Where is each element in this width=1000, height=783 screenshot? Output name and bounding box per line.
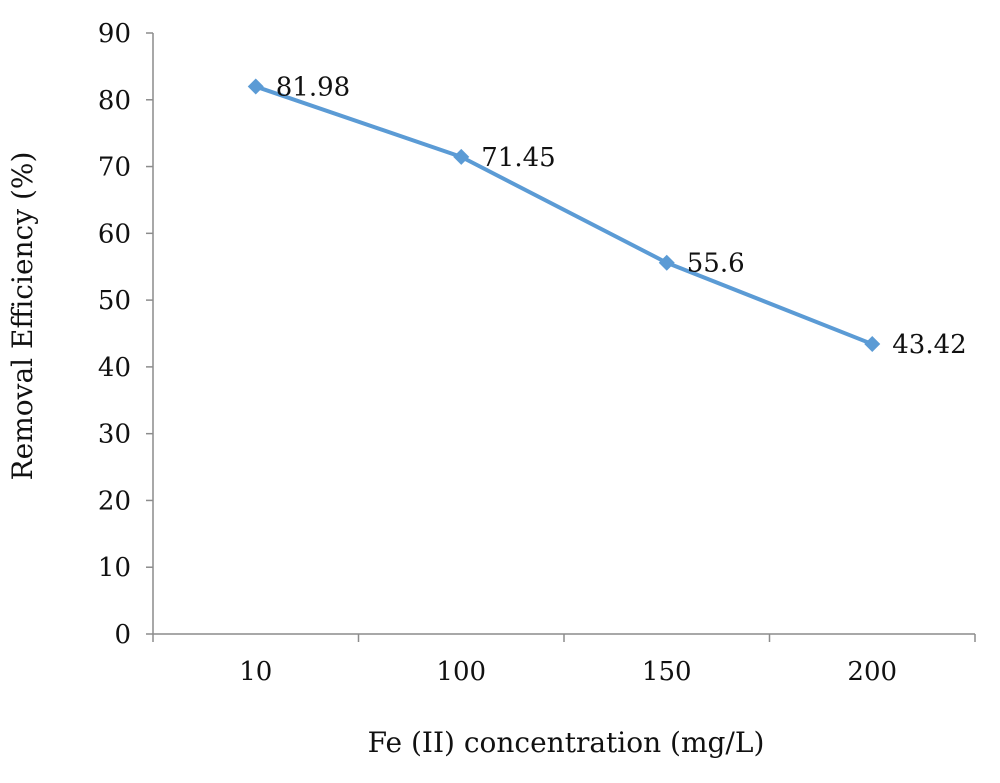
y-tick-label: 20 — [98, 486, 131, 516]
x-axis-title: Fe (II) concentration (mg/L) — [368, 726, 765, 759]
y-tick-label: 0 — [114, 620, 131, 650]
y-tick-label: 40 — [98, 353, 131, 383]
y-tick-label: 10 — [98, 553, 131, 583]
data-point-marker — [453, 148, 470, 165]
data-label: 55.6 — [687, 249, 745, 279]
data-point-marker — [658, 254, 675, 271]
x-tick-label: 200 — [847, 657, 897, 687]
x-tick-label: 150 — [642, 657, 692, 687]
data-label: 71.45 — [481, 143, 555, 173]
y-tick-label: 30 — [98, 420, 131, 450]
y-axis-title: Removal Efficiency (%) — [6, 152, 39, 481]
y-tick-label: 80 — [98, 86, 131, 116]
data-label: 81.98 — [276, 73, 350, 103]
x-tick-label: 10 — [239, 657, 272, 687]
data-point-marker — [864, 336, 881, 353]
y-tick-label: 90 — [98, 19, 131, 49]
y-axis: 0 10 20 30 40 50 60 70 80 90 — [98, 19, 154, 650]
series-group: 81.98 71.45 55.6 43.42 — [247, 73, 967, 360]
y-tick-label: 70 — [98, 153, 131, 183]
data-label: 43.42 — [892, 330, 966, 360]
series-line — [255, 84, 873, 346]
data-point-marker — [247, 78, 264, 95]
y-tick-label: 50 — [98, 286, 131, 316]
y-tick-label: 60 — [98, 219, 131, 249]
x-axis: 10 100 150 200 — [152, 633, 976, 687]
x-tick-label: 100 — [436, 657, 486, 687]
